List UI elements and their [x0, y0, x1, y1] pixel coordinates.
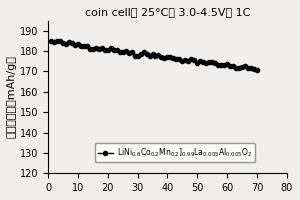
LiNi$_{0.6}$Co$_{0.2}$Mn$_{0.2}$]$_{0.99}$La$_{0.005}$Al$_{0.005}$O$_2$	[49, 40, 53, 42]
Legend: LiNi$_{0.6}$Co$_{0.2}$Mn$_{0.2}$]$_{0.99}$La$_{0.005}$Al$_{0.005}$O$_2$: LiNi$_{0.6}$Co$_{0.2}$Mn$_{0.2}$]$_{0.99…	[95, 143, 255, 162]
LiNi$_{0.6}$Co$_{0.2}$Mn$_{0.2}$]$_{0.99}$La$_{0.005}$Al$_{0.005}$O$_2$	[112, 49, 116, 51]
LiNi$_{0.6}$Co$_{0.2}$Mn$_{0.2}$]$_{0.99}$La$_{0.005}$Al$_{0.005}$O$_2$	[163, 57, 166, 59]
Y-axis label: 放电比容量（mAh/g）: 放电比容量（mAh/g）	[7, 55, 17, 138]
LiNi$_{0.6}$Co$_{0.2}$Mn$_{0.2}$]$_{0.99}$La$_{0.005}$Al$_{0.005}$O$_2$	[97, 48, 101, 50]
Title: coin cell， 25°C， 3.0-4.5V， 1C: coin cell， 25°C， 3.0-4.5V， 1C	[85, 7, 250, 17]
LiNi$_{0.6}$Co$_{0.2}$Mn$_{0.2}$]$_{0.99}$La$_{0.005}$Al$_{0.005}$O$_2$	[222, 63, 226, 66]
Line: LiNi$_{0.6}$Co$_{0.2}$Mn$_{0.2}$]$_{0.99}$La$_{0.005}$Al$_{0.005}$O$_2$: LiNi$_{0.6}$Co$_{0.2}$Mn$_{0.2}$]$_{0.99…	[49, 39, 259, 72]
LiNi$_{0.6}$Co$_{0.2}$Mn$_{0.2}$]$_{0.99}$La$_{0.005}$Al$_{0.005}$O$_2$	[255, 69, 259, 71]
LiNi$_{0.6}$Co$_{0.2}$Mn$_{0.2}$]$_{0.99}$La$_{0.005}$Al$_{0.005}$O$_2$	[225, 63, 229, 66]
LiNi$_{0.6}$Co$_{0.2}$Mn$_{0.2}$]$_{0.99}$La$_{0.005}$Al$_{0.005}$O$_2$	[103, 48, 106, 51]
